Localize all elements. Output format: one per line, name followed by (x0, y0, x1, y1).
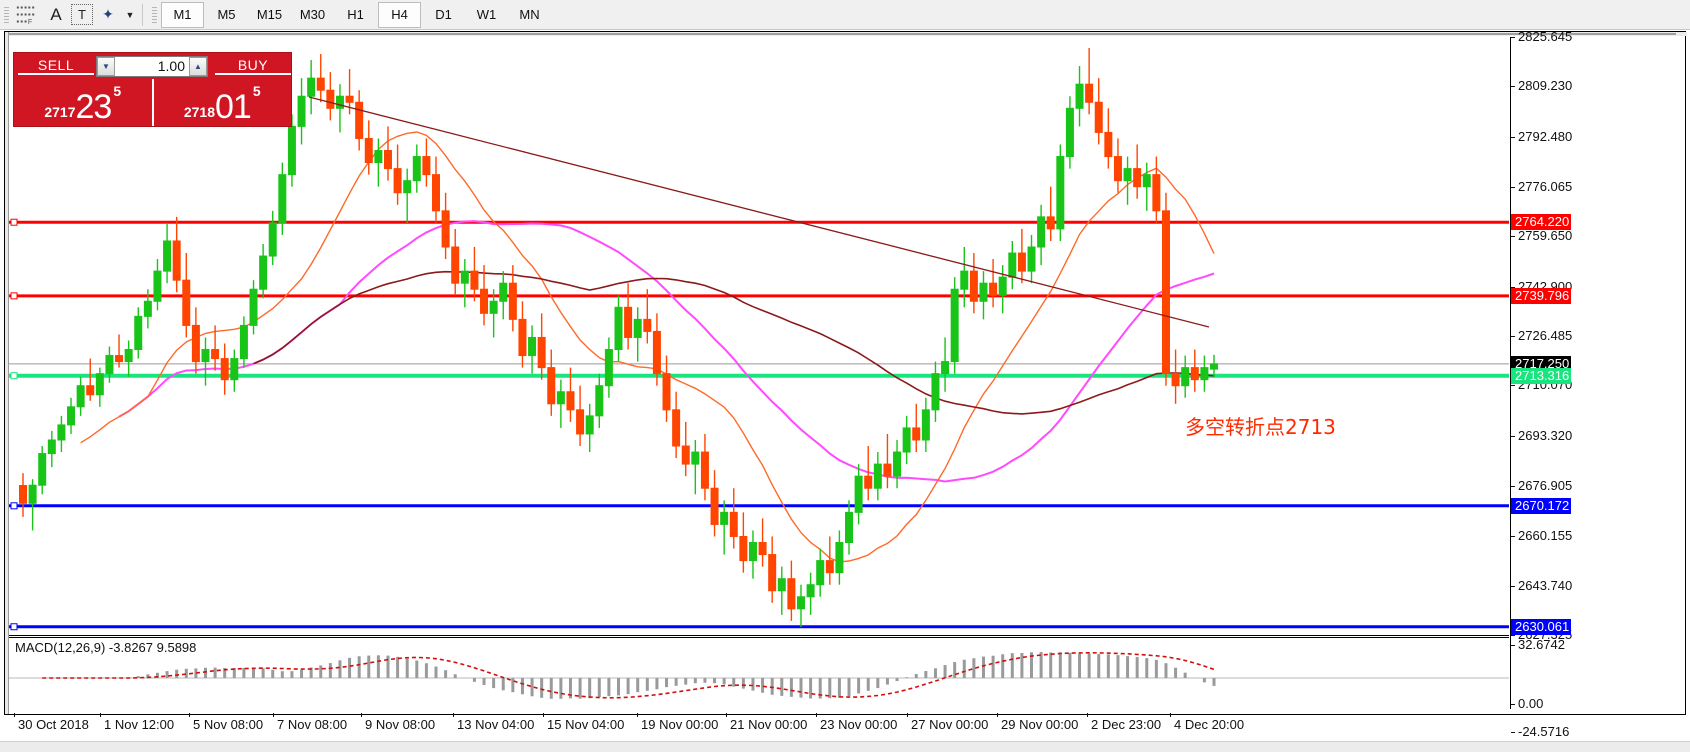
time-tick-mark (361, 713, 362, 717)
macd-divider (9, 635, 1509, 636)
timeframe-grip-handle[interactable] (150, 2, 159, 27)
timeframe-m15[interactable]: M15 (256, 7, 283, 22)
crosshair-f-icon[interactable]: ▪▪▪▪▪ ▪▪▪▪▪ ▪▪▪F (16, 2, 36, 26)
buy-quote[interactable]: 2718 01 5 (151, 79, 292, 126)
macd-svg (9, 651, 1509, 699)
time-tick-label: 23 Nov 00:00 (820, 717, 898, 732)
chart-scrollbar[interactable] (5, 32, 1687, 36)
text-tool-icon[interactable]: A (50, 4, 62, 24)
one-click-trading-panel[interactable]: SELL ▼ 1.00 ▲ BUY 2717 23 5 2718 01 5 (13, 52, 292, 127)
time-tick-label: 1 Nov 12:00 (104, 717, 175, 732)
toolbar-grip-handle[interactable] (2, 2, 11, 27)
time-tick-mark (14, 713, 15, 717)
volume-input[interactable]: 1.00 (157, 58, 185, 74)
objects-icon[interactable]: ✦ (102, 6, 114, 22)
order-panel-quotes: 2717 23 5 2718 01 5 (14, 79, 291, 126)
volume-increase-icon[interactable]: ▲ (189, 56, 207, 76)
price-level-badge[interactable]: 2739.796 (1511, 287, 1572, 304)
time-tick-mark (1170, 713, 1171, 717)
time-tick-label: 29 Nov 00:00 (1001, 717, 1079, 732)
time-tick-mark (543, 713, 544, 717)
macd-indicator-label: MACD(12,26,9) -3.8267 9.5898 (15, 640, 197, 655)
time-tick-mark (1087, 713, 1088, 717)
time-tick-label: 21 Nov 00:00 (730, 717, 808, 732)
toolbar-divider (142, 3, 143, 26)
time-tick-mark (637, 713, 638, 717)
price-axis[interactable]: 2825.645 2809.230 2792.480 2776.065 2759.650… (1510, 29, 1683, 739)
time-tick-label: 2 Dec 23:00 (1091, 717, 1162, 732)
sell-price-fraction: 5 (113, 83, 122, 99)
volume-stepper[interactable]: ▼ 1.00 ▲ (96, 55, 208, 77)
chart-annotation-text: 多空转折点2713 (1185, 415, 1336, 439)
timeframe-m30[interactable]: M30 (299, 7, 326, 22)
timeframe-h1[interactable]: H1 (347, 7, 364, 22)
time-tick-label: 13 Nov 04:00 (457, 717, 535, 732)
timeframe-h4[interactable]: H4 (378, 1, 421, 28)
volume-decrease-icon[interactable]: ▼ (97, 56, 115, 76)
sell-quote[interactable]: 2717 23 5 (14, 79, 152, 126)
chart-scroll-thumb[interactable] (6, 33, 1676, 35)
objects-dropdown-arrow-icon[interactable]: ▼ (125, 9, 135, 20)
order-panel-top-row: SELL ▼ 1.00 ▲ BUY (14, 53, 291, 79)
timeframe-w1[interactable]: W1 (476, 7, 497, 22)
chart-left-gutter (5, 32, 9, 714)
time-tick-mark (273, 713, 274, 717)
time-tick-mark (726, 713, 727, 717)
timeframe-d1[interactable]: D1 (435, 7, 452, 22)
text-label-icon[interactable]: T (71, 4, 93, 25)
time-tick-label: 4 Dec 20:00 (1174, 717, 1245, 732)
timeframe-m1[interactable]: M1 (161, 1, 204, 28)
sell-price-integer: 2717 (44, 104, 76, 120)
time-tick-label: 19 Nov 00:00 (641, 717, 719, 732)
price-level-badge[interactable]: 2713.316 (1511, 367, 1572, 384)
timeframe-m5[interactable]: M5 (217, 7, 236, 22)
buy-price-integer: 2718 (183, 104, 216, 120)
price-plot-area[interactable]: 多空转折点2713 (9, 37, 1509, 635)
time-tick-label: 7 Nov 08:00 (277, 717, 348, 732)
buy-price-major: 01 (215, 88, 252, 126)
time-tick-mark (907, 713, 908, 717)
chart-window: ▲ SP500-,H4 2715.500 2720.250 2712.750 2… (4, 29, 1687, 739)
time-axis[interactable]: 30 Oct 2018 1 Nov 12:00 5 Nov 08:00 7 Nov 0… (4, 713, 1686, 739)
sell-price-major: 23 (75, 88, 113, 126)
time-tick-label: 30 Oct 2018 (18, 717, 89, 732)
time-tick-label: 5 Nov 08:00 (193, 717, 264, 732)
price-level-badge[interactable]: 2630.061 (1511, 618, 1572, 635)
status-bar (0, 741, 1690, 752)
price-level-badge[interactable]: 2670.172 (1511, 497, 1572, 514)
buy-button[interactable]: BUY (215, 57, 291, 75)
macd-pane[interactable]: MACD(12,26,9) -3.8267 9.5898 (9, 637, 1509, 710)
price-level-badge[interactable]: 2764.220 (1511, 214, 1572, 231)
time-tick-label: 9 Nov 08:00 (365, 717, 436, 732)
price-candlestick-svg (9, 47, 1509, 631)
timeframe-bar: M1 M5 M15 M30 H1 H4 D1 W1 MN (161, 1, 550, 28)
time-tick-mark (816, 713, 817, 717)
timeframe-mn[interactable]: MN (519, 7, 540, 22)
sell-button[interactable]: SELL (18, 57, 94, 75)
time-tick-mark (100, 713, 101, 717)
time-tick-mark (997, 713, 998, 717)
time-tick-label: 27 Nov 00:00 (911, 717, 989, 732)
time-tick-label: 15 Nov 04:00 (547, 717, 625, 732)
buy-price-fraction: 5 (252, 83, 261, 99)
main-toolbar: ▪▪▪▪▪ ▪▪▪▪▪ ▪▪▪F A T ✦ ▼ M1 M5 M15 M30 H1 H4 D… (0, 0, 1690, 30)
time-tick-mark (453, 713, 454, 717)
time-tick-mark (189, 713, 190, 717)
